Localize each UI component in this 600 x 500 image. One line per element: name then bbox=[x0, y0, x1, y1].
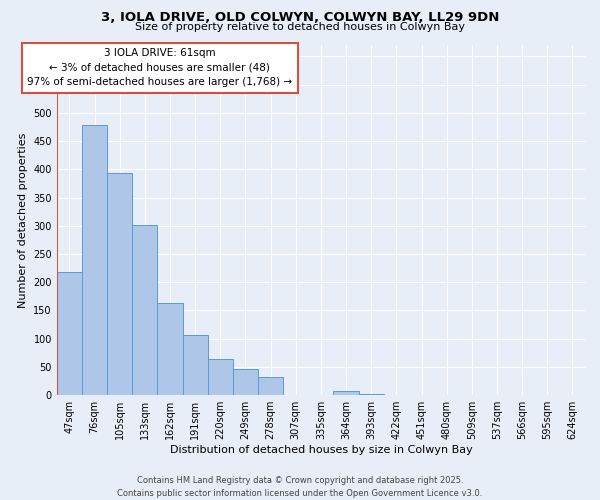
Y-axis label: Number of detached properties: Number of detached properties bbox=[18, 132, 28, 308]
X-axis label: Distribution of detached houses by size in Colwyn Bay: Distribution of detached houses by size … bbox=[170, 445, 472, 455]
Text: Size of property relative to detached houses in Colwyn Bay: Size of property relative to detached ho… bbox=[135, 22, 465, 32]
Bar bbox=[182, 336, 208, 395]
Text: 3 IOLA DRIVE: 61sqm
← 3% of detached houses are smaller (48)
97% of semi-detache: 3 IOLA DRIVE: 61sqm ← 3% of detached hou… bbox=[28, 48, 292, 88]
Bar bbox=[82, 125, 107, 395]
Bar bbox=[132, 224, 157, 395]
Text: 3, IOLA DRIVE, OLD COLWYN, COLWYN BAY, LL29 9DN: 3, IOLA DRIVE, OLD COLWYN, COLWYN BAY, L… bbox=[101, 11, 499, 24]
Bar bbox=[157, 302, 182, 395]
Bar bbox=[334, 390, 359, 395]
Bar bbox=[258, 377, 283, 395]
Bar bbox=[359, 394, 384, 395]
Bar bbox=[57, 272, 82, 395]
Text: Contains HM Land Registry data © Crown copyright and database right 2025.
Contai: Contains HM Land Registry data © Crown c… bbox=[118, 476, 482, 498]
Bar bbox=[107, 172, 132, 395]
Bar bbox=[233, 369, 258, 395]
Bar bbox=[208, 359, 233, 395]
